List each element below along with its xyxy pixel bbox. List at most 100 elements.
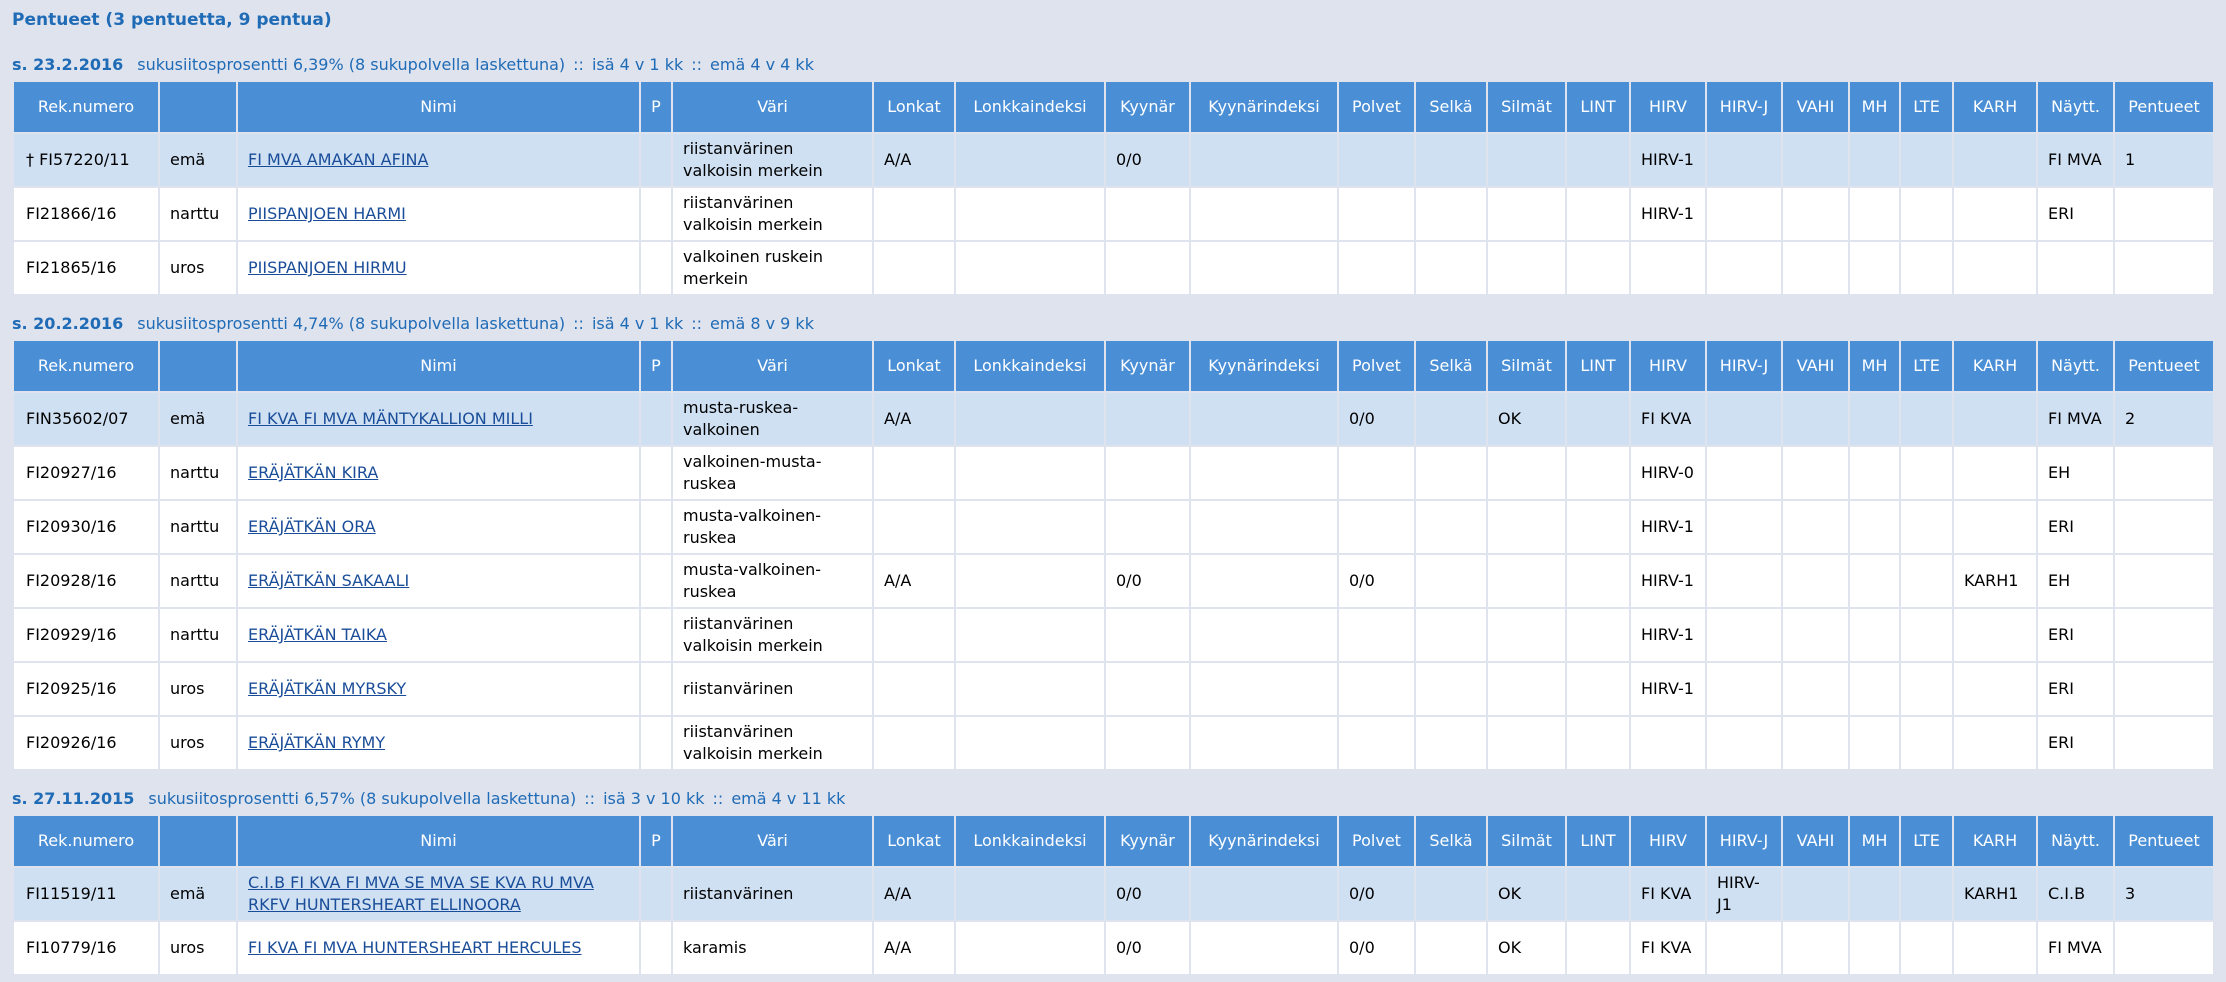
cell-vari: valkoinen ruskein merkein	[671, 240, 874, 296]
column-header-rek-numero: Rek.numero	[12, 80, 160, 134]
column-header-vahi: VAHI	[1781, 814, 1850, 868]
cell-lte	[1899, 920, 1954, 976]
cell-hirv-j	[1705, 553, 1783, 609]
cell-polvet	[1337, 715, 1416, 771]
cell-karh	[1952, 132, 2038, 188]
inbreeding-percentage: sukusiitosprosentti 4,74% (8 sukupolvell…	[137, 314, 566, 333]
dog-name-link[interactable]: ERÄJÄTKÄN KIRA	[248, 463, 379, 482]
dog-name-link[interactable]: C.I.B FI KVA FI MVA SE MVA SE KVA RU MVA…	[248, 873, 594, 914]
cell-lonkkaindeksi	[954, 445, 1106, 501]
page-title: Pentueet (3 pentuetta, 9 pentua)	[12, 10, 332, 30]
cell-lte	[1899, 607, 1954, 663]
cell-kyynar: 0/0	[1104, 132, 1191, 188]
cell-selka	[1414, 920, 1488, 976]
column-header-kyynar: Kyynär	[1104, 80, 1191, 134]
column-header-vari: Väri	[671, 80, 874, 134]
cell-vahi	[1781, 132, 1850, 188]
cell-kyynar	[1104, 391, 1191, 447]
dog-name-link[interactable]: ERÄJÄTKÄN TAIKA	[248, 625, 387, 644]
column-header-vari: Väri	[671, 814, 874, 868]
separator: ::	[712, 789, 724, 808]
cell-p	[639, 866, 673, 922]
cell-vahi	[1781, 499, 1850, 555]
cell-rek-numero: FIN35602/07	[12, 391, 160, 447]
cell-hirv-j	[1705, 445, 1783, 501]
litter-table: Rek.numero Nimi P Väri Lonkat Lonkkaindeksi Ky…	[12, 80, 2215, 296]
column-header-nimi: Nimi	[236, 80, 641, 134]
cell-lonkkaindeksi	[954, 715, 1106, 771]
column-header-polvet: Polvet	[1337, 814, 1416, 868]
litter-heading: s. 23.2.2016 sukusiitosprosentti 6,39% (8…	[12, 52, 2215, 78]
cell-polvet	[1337, 661, 1416, 717]
cell-vari: musta-valkoinen-ruskea	[671, 553, 874, 609]
cell-lte	[1899, 391, 1954, 447]
litter-section: s. 23.2.2016 sukusiitosprosentti 6,39% (8…	[12, 52, 2215, 296]
cell-lonkat	[872, 661, 956, 717]
inbreeding-percentage: sukusiitosprosentti 6,57% (8 sukupolvell…	[148, 789, 577, 808]
dog-name-link[interactable]: PIISPANJOEN HARMI	[248, 204, 406, 223]
cell-pentueet	[2113, 715, 2215, 771]
cell-selka	[1414, 553, 1488, 609]
cell-lonkat: A/A	[872, 866, 956, 922]
column-header-role	[158, 80, 238, 134]
column-header-pentueet: Pentueet	[2113, 80, 2215, 134]
cell-lint	[1565, 132, 1631, 188]
header-row: Rek.numero Nimi P Väri Lonkat Lonkkaindeksi Ky…	[12, 339, 2215, 393]
cell-pentueet	[2113, 186, 2215, 242]
cell-silmat	[1486, 132, 1567, 188]
cell-kyynarindeksi	[1189, 661, 1339, 717]
sire-age: isä 4 v 1 kk	[591, 55, 684, 74]
separator: ::	[691, 55, 703, 74]
cell-polvet	[1337, 240, 1416, 296]
cell-kyynarindeksi	[1189, 445, 1339, 501]
cell-kyynarindeksi	[1189, 553, 1339, 609]
cell-lte	[1899, 240, 1954, 296]
cell-kyynarindeksi	[1189, 499, 1339, 555]
cell-karh	[1952, 920, 2038, 976]
cell-nimi: ERÄJÄTKÄN MYRSKY	[236, 661, 641, 717]
litters-list: s. 23.2.2016 sukusiitosprosentti 6,39% (8…	[12, 52, 2215, 976]
dog-name-link[interactable]: FI MVA AMAKAN AFINA	[248, 150, 429, 169]
column-header-hirv-j: HIRV-J	[1705, 80, 1783, 134]
column-header-karh: KARH	[1952, 80, 2038, 134]
cell-rek-numero: FI20928/16	[12, 553, 160, 609]
cell-pentueet	[2113, 920, 2215, 976]
puppy-row: FI20926/16 uros ERÄJÄTKÄN RYMY riistanvärin…	[12, 715, 2215, 771]
dog-name-link[interactable]: PIISPANJOEN HIRMU	[248, 258, 407, 277]
cell-nimi: ERÄJÄTKÄN SAKAALI	[236, 553, 641, 609]
cell-kyynarindeksi	[1189, 132, 1339, 188]
cell-kyynar: 0/0	[1104, 920, 1191, 976]
column-header-lonkat: Lonkat	[872, 339, 956, 393]
cell-mh	[1848, 445, 1901, 501]
column-header-p: P	[639, 339, 673, 393]
cell-rek-numero: FI20925/16	[12, 661, 160, 717]
column-header-hirv: HIRV	[1629, 814, 1707, 868]
sire-age: isä 4 v 1 kk	[591, 314, 684, 333]
dog-name-link[interactable]: ERÄJÄTKÄN SAKAALI	[248, 571, 410, 590]
cell-lonkat	[872, 240, 956, 296]
cell-hirv: HIRV-0	[1629, 445, 1707, 501]
column-header-hirv: HIRV	[1629, 339, 1707, 393]
cell-naytt: FI MVA	[2036, 391, 2115, 447]
cell-naytt: C.I.B	[2036, 866, 2115, 922]
cell-nimi: FI MVA AMAKAN AFINA	[236, 132, 641, 188]
cell-nimi: FI KVA FI MVA MÄNTYKALLION MILLI	[236, 391, 641, 447]
column-header-kyynar: Kyynär	[1104, 339, 1191, 393]
column-header-lonkat: Lonkat	[872, 80, 956, 134]
cell-role: narttu	[158, 186, 238, 242]
dog-name-link[interactable]: ERÄJÄTKÄN RYMY	[248, 733, 386, 752]
cell-hirv-j	[1705, 661, 1783, 717]
cell-vari: riistanvärinen valkoisin merkein	[671, 715, 874, 771]
column-header-lte: LTE	[1899, 814, 1954, 868]
cell-vahi	[1781, 240, 1850, 296]
cell-vahi	[1781, 607, 1850, 663]
dog-name-link[interactable]: FI KVA FI MVA MÄNTYKALLION MILLI	[248, 409, 533, 428]
column-header-lonkkaindeksi: Lonkkaindeksi	[954, 814, 1106, 868]
column-header-hirv-j: HIRV-J	[1705, 814, 1783, 868]
cell-rek-numero: FI21866/16	[12, 186, 160, 242]
column-header-naytt: Näytt.	[2036, 80, 2115, 134]
dog-name-link[interactable]: ERÄJÄTKÄN MYRSKY	[248, 679, 407, 698]
dog-name-link[interactable]: ERÄJÄTKÄN ORA	[248, 517, 376, 536]
dog-name-link[interactable]: FI KVA FI MVA HUNTERSHEART HERCULES	[248, 938, 582, 957]
cell-naytt: ERI	[2036, 186, 2115, 242]
